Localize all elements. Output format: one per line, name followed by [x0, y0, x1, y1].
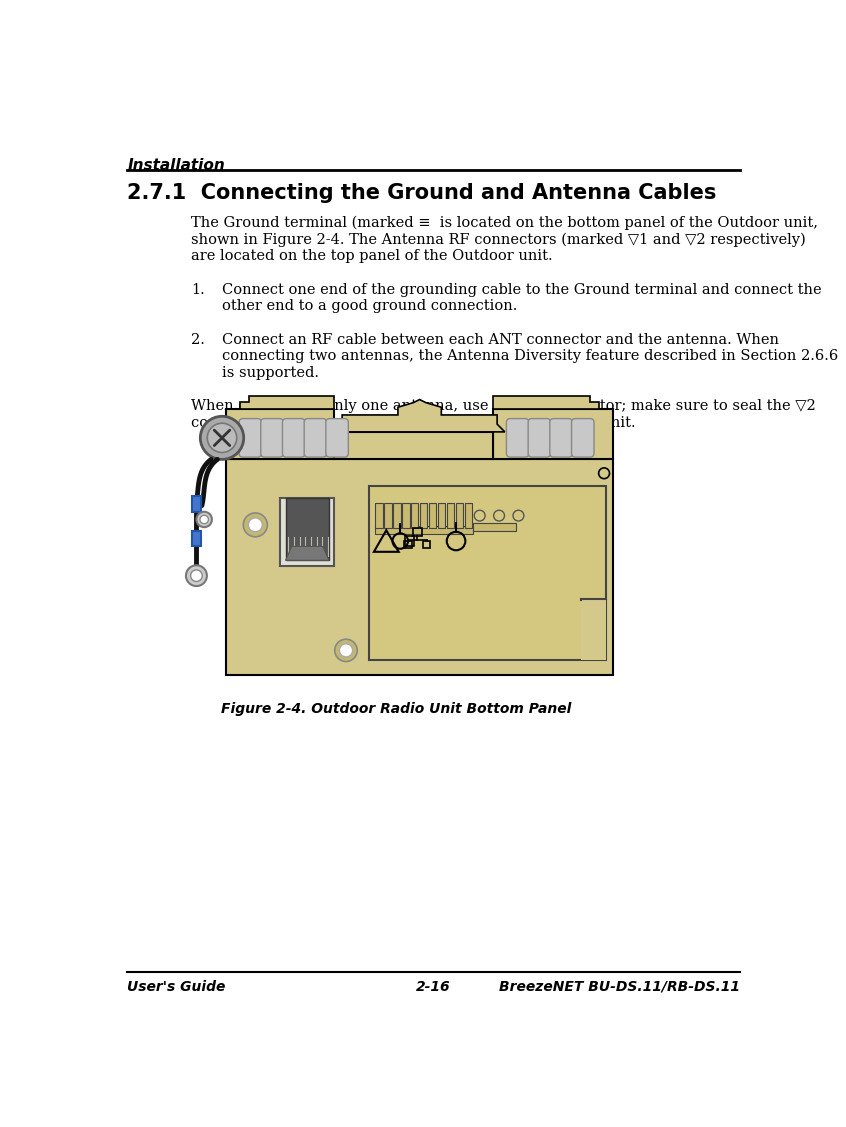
Text: User's Guide: User's Guide [128, 980, 226, 994]
Bar [474, 523, 516, 531]
Bar [447, 504, 454, 527]
Bar [280, 498, 334, 566]
Circle shape [200, 515, 208, 524]
Text: shown in Figure 2-4. The Antenna RF connectors (marked ▽1 and ▽2 respectively): shown in Figure 2-4. The Antenna RF conn… [191, 232, 805, 247]
Bar [393, 504, 401, 527]
Bar [334, 432, 493, 460]
Circle shape [249, 518, 262, 532]
Text: is supported.: is supported. [222, 366, 319, 380]
Polygon shape [493, 396, 613, 409]
Circle shape [493, 511, 504, 521]
Text: 2.7.1  Connecting the Ground and Antenna Cables: 2.7.1 Connecting the Ground and Antenna … [128, 183, 717, 203]
Circle shape [207, 424, 237, 452]
Bar [226, 460, 613, 675]
Bar [438, 504, 445, 527]
FancyBboxPatch shape [261, 418, 283, 458]
Bar [456, 504, 463, 527]
Text: Figure 2-4. Outdoor Radio Unit Bottom Panel: Figure 2-4. Outdoor Radio Unit Bottom Pa… [221, 702, 572, 716]
Bar [286, 498, 329, 560]
Bar [402, 504, 409, 527]
Circle shape [244, 513, 267, 536]
FancyBboxPatch shape [550, 418, 572, 458]
Bar [420, 504, 427, 527]
Circle shape [190, 570, 202, 582]
Text: When connecting only one antenna, use the ▽1 connector; make sure to seal the ▽2: When connecting only one antenna, use th… [191, 399, 816, 414]
Polygon shape [226, 396, 334, 409]
Bar [411, 504, 419, 527]
Text: The Ground terminal (marked ≡  is located on the bottom panel of the Outdoor uni: The Ground terminal (marked ≡ is located… [191, 216, 818, 231]
Text: 1.: 1. [191, 283, 205, 296]
Bar [464, 504, 472, 527]
Bar [369, 487, 606, 659]
Circle shape [339, 644, 353, 657]
FancyBboxPatch shape [305, 418, 327, 458]
Bar [192, 496, 201, 512]
FancyBboxPatch shape [507, 418, 529, 458]
Text: 2-16: 2-16 [416, 980, 451, 994]
Bar [581, 598, 606, 659]
Circle shape [475, 511, 485, 521]
FancyBboxPatch shape [528, 418, 551, 458]
Circle shape [186, 566, 207, 586]
Polygon shape [334, 400, 505, 432]
Text: BreezeNET BU-DS.11/RB-DS.11: BreezeNET BU-DS.11/RB-DS.11 [498, 980, 739, 994]
Text: other end to a good ground connection.: other end to a good ground connection. [222, 300, 518, 313]
Text: connector using the waterproof seal provided with the unit.: connector using the waterproof seal prov… [191, 416, 635, 429]
Bar [384, 504, 392, 527]
Bar [405, 536, 415, 545]
Polygon shape [286, 547, 329, 560]
FancyBboxPatch shape [326, 418, 349, 458]
Text: Connect one end of the grounding cable to the Ground terminal and connect the: Connect one end of the grounding cable t… [222, 283, 821, 296]
Bar [192, 531, 201, 547]
Text: Installation: Installation [128, 158, 225, 174]
Bar [429, 504, 437, 527]
FancyBboxPatch shape [239, 418, 261, 458]
Text: 2.: 2. [191, 332, 205, 347]
Bar [423, 541, 431, 548]
Text: connecting two antennas, the Antenna Diversity feature described in Section 2.6.: connecting two antennas, the Antenna Div… [222, 349, 838, 363]
Bar [376, 526, 474, 534]
Text: are located on the top panel of the Outdoor unit.: are located on the top panel of the Outd… [191, 249, 552, 264]
Bar [376, 504, 382, 527]
Text: Connect an RF cable between each ANT connector and the antenna. When: Connect an RF cable between each ANT con… [222, 332, 779, 347]
Bar [493, 409, 613, 460]
Circle shape [201, 416, 244, 460]
Circle shape [513, 511, 524, 521]
Circle shape [196, 512, 212, 527]
Circle shape [599, 468, 609, 479]
Bar [413, 527, 422, 535]
Circle shape [335, 639, 357, 662]
Bar [404, 541, 412, 548]
Bar [226, 409, 334, 460]
FancyBboxPatch shape [572, 418, 594, 458]
FancyBboxPatch shape [283, 418, 305, 458]
